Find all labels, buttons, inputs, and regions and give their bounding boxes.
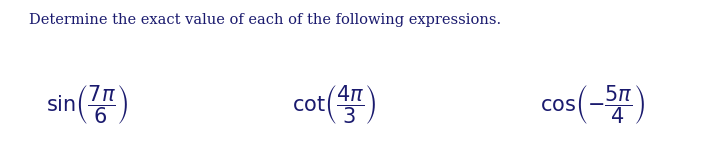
Text: $\cos\!\left(-\dfrac{5\pi}{4}\right)$: $\cos\!\left(-\dfrac{5\pi}{4}\right)$: [540, 83, 645, 126]
Text: Determine the exact value of each of the following expressions.: Determine the exact value of each of the…: [29, 13, 501, 27]
Text: $\sin\!\left(\dfrac{7\pi}{6}\right)$: $\sin\!\left(\dfrac{7\pi}{6}\right)$: [46, 83, 129, 126]
Text: $\cot\!\left(\dfrac{4\pi}{3}\right)$: $\cot\!\left(\dfrac{4\pi}{3}\right)$: [292, 83, 377, 126]
